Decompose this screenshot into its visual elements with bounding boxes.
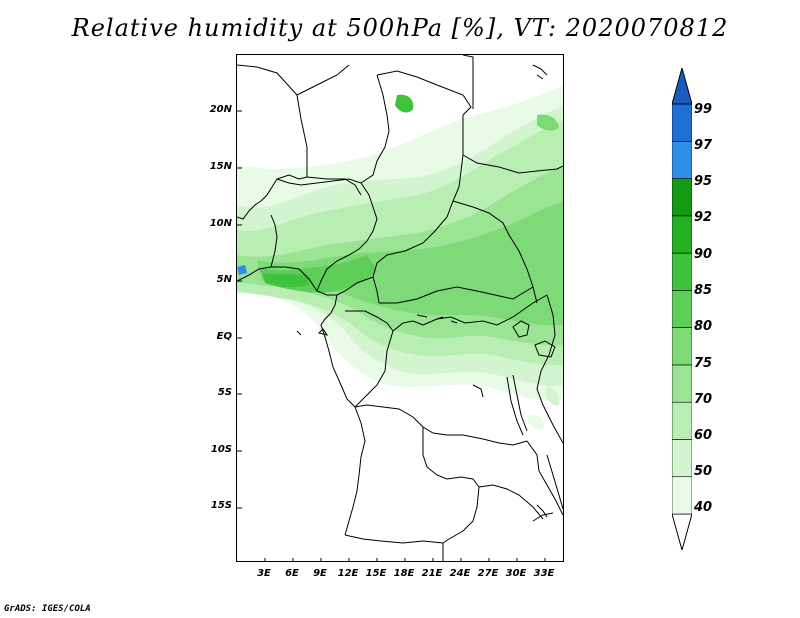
colorbar (672, 68, 692, 550)
colorbar-segment (672, 364, 692, 403)
humidity-map-canvas (237, 55, 563, 561)
colorbar-label-40: 40 (694, 500, 713, 515)
humidity-map (236, 54, 564, 562)
colorbar-segment (672, 252, 692, 291)
lon-label-6e: 6E (285, 568, 299, 579)
colorbar-segment (672, 103, 692, 142)
colorbar-segment (672, 215, 692, 254)
lat-label-eq: EQ (216, 331, 232, 342)
lat-label-15s: 15S (210, 500, 232, 511)
colorbar-label-85: 85 (694, 283, 713, 298)
grads-credit: GrADS: IGES/COLA (4, 604, 91, 614)
colorbar-label-99: 99 (694, 102, 713, 117)
colorbar-segment (672, 140, 692, 179)
colorbar-segment (672, 513, 692, 550)
colorbar-segment (672, 178, 692, 217)
colorbar-label-60: 60 (694, 428, 713, 443)
colorbar-segment (672, 68, 692, 105)
lon-label-3e: 3E (257, 568, 271, 579)
map-title: Relative humidity at 500hPa [%], VT: 202… (71, 14, 729, 42)
lat-label-5n: 5N (216, 274, 232, 285)
lon-label-30e: 30E (505, 568, 527, 579)
colorbar-label-75: 75 (694, 356, 713, 371)
lon-label-27e: 27E (477, 568, 499, 579)
colorbar-label-70: 70 (694, 392, 713, 407)
lon-label-15e: 15E (365, 568, 387, 579)
colorbar-label-95: 95 (694, 174, 713, 189)
lon-label-33e: 33E (533, 568, 555, 579)
lat-label-10s: 10S (210, 444, 232, 455)
colorbar-segments (672, 68, 692, 550)
lat-label-5s: 5S (217, 387, 232, 398)
humidity-shading (237, 85, 563, 430)
colorbar-label-92: 92 (694, 210, 713, 225)
colorbar-segment (672, 401, 692, 440)
colorbar-label-50: 50 (694, 464, 713, 479)
lon-label-9e: 9E (313, 568, 327, 579)
colorbar-label-97: 97 (694, 138, 713, 153)
colorbar-label-80: 80 (694, 319, 713, 334)
lat-label-20n: 20N (209, 104, 232, 115)
lon-label-24e: 24E (449, 568, 471, 579)
lon-label-21e: 21E (421, 568, 443, 579)
lat-label-10n: 10N (209, 218, 232, 229)
lat-label-15n: 15N (209, 161, 232, 172)
lon-label-18e: 18E (393, 568, 415, 579)
colorbar-segment (672, 327, 692, 366)
country-borders (237, 55, 563, 561)
colorbar-segment (672, 439, 692, 478)
colorbar-label-90: 90 (694, 247, 713, 262)
lon-label-12e: 12E (337, 568, 359, 579)
colorbar-segment (672, 290, 692, 328)
map-ticks (237, 110, 546, 561)
colorbar-segment (672, 476, 692, 515)
